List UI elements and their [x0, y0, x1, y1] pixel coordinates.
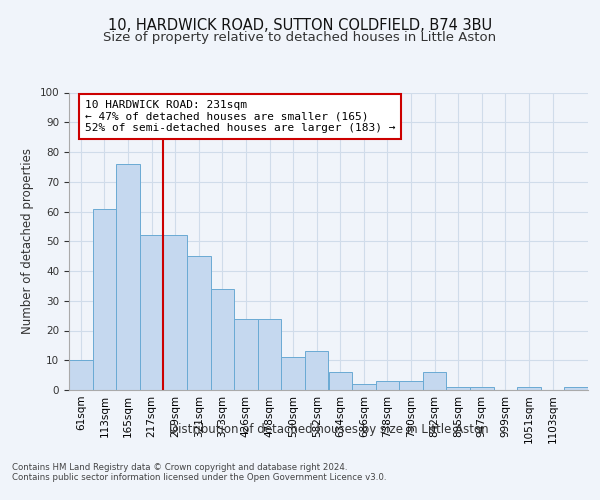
Text: Size of property relative to detached houses in Little Aston: Size of property relative to detached ho…: [103, 31, 497, 44]
Bar: [92, 208, 116, 390]
Bar: [140, 236, 163, 390]
Bar: [211, 289, 234, 390]
Text: 10, HARDWICK ROAD, SUTTON COLDFIELD, B74 3BU: 10, HARDWICK ROAD, SUTTON COLDFIELD, B74…: [108, 18, 492, 32]
Bar: [187, 256, 211, 390]
Bar: [517, 387, 541, 390]
Bar: [163, 236, 187, 390]
Bar: [352, 384, 376, 390]
Text: Contains HM Land Registry data © Crown copyright and database right 2024.
Contai: Contains HM Land Registry data © Crown c…: [12, 462, 386, 482]
Bar: [399, 381, 423, 390]
Bar: [423, 372, 446, 390]
Bar: [234, 318, 258, 390]
Bar: [565, 387, 588, 390]
Bar: [329, 372, 352, 390]
Y-axis label: Number of detached properties: Number of detached properties: [21, 148, 34, 334]
Bar: [376, 381, 399, 390]
Bar: [258, 318, 281, 390]
Text: Distribution of detached houses by size in Little Aston: Distribution of detached houses by size …: [169, 422, 488, 436]
Text: 10 HARDWICK ROAD: 231sqm
← 47% of detached houses are smaller (165)
52% of semi-: 10 HARDWICK ROAD: 231sqm ← 47% of detach…: [85, 100, 395, 133]
Bar: [446, 387, 470, 390]
Bar: [116, 164, 140, 390]
Bar: [69, 360, 92, 390]
Bar: [470, 387, 494, 390]
Bar: [281, 358, 305, 390]
Bar: [305, 352, 329, 390]
